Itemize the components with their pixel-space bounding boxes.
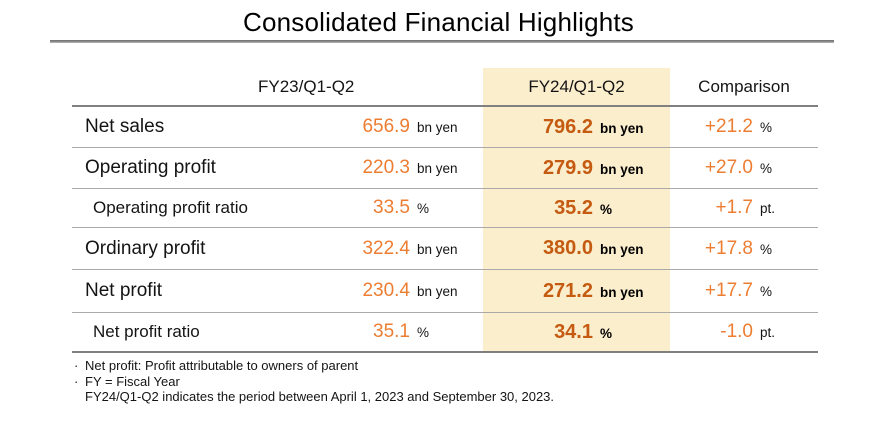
row-label: Operating profit ratio <box>93 198 248 217</box>
fy23-unit: % <box>417 201 430 216</box>
row-label: Net profit ratio <box>93 322 200 341</box>
fy24-unit: bn yen <box>600 242 644 257</box>
fy23-value: 230.4 <box>362 280 410 301</box>
comparison-value: -1.0 <box>720 321 753 342</box>
page-title: Consolidated Financial Highlights <box>242 7 635 37</box>
footnote-line: · Net profit: Profit attributable to own… <box>74 358 554 374</box>
row-label: Ordinary profit <box>85 237 206 259</box>
comparison-value: +17.8 <box>704 237 753 259</box>
comparison-cell: +1.7 pt. <box>670 197 818 219</box>
financial-table: FY23/Q1-Q2 FY24/Q1-Q2 Comparison Net sal… <box>72 68 818 353</box>
fy23-cell: 322.4 bn yen <box>340 238 483 260</box>
fy23-unit: bn yen <box>417 120 458 135</box>
fy23-cell: 33.5 % <box>340 197 483 219</box>
comparison-cell: +21.2 % <box>670 116 818 138</box>
footnote-text: FY24/Q1-Q2 indicates the period between … <box>85 389 555 404</box>
fy23-unit: bn yen <box>417 241 458 257</box>
fy24-value: 271.2 <box>542 279 593 302</box>
fy23-unit: bn yen <box>417 284 458 299</box>
fy24-unit: bn yen <box>600 120 644 136</box>
table-row-ordinary-profit: Ordinary profit 322.4 bn yen 380.0 bn ye… <box>72 228 818 270</box>
table-header-row: FY23/Q1-Q2 FY24/Q1-Q2 Comparison <box>72 68 818 107</box>
fy23-value: 33.5 <box>373 197 410 218</box>
table-row-operating-profit-ratio: Operating profit ratio 33.5 % 35.2 % +1.… <box>72 189 818 228</box>
comparison-unit: pt. <box>760 201 776 216</box>
table-row-net-profit: Net profit 230.4 bn yen 271.2 bn yen +17… <box>72 270 818 313</box>
footnote-bullet: · <box>74 358 79 373</box>
fy24-cell: 271.2 bn yen <box>483 280 670 303</box>
column-header-comparison: Comparison <box>698 77 790 96</box>
table-row-operating-profit: Operating profit 220.3 bn yen 279.9 bn y… <box>72 148 818 189</box>
comparison-unit: % <box>760 284 773 299</box>
footnote-line: FY24/Q1-Q2 indicates the period between … <box>74 389 554 405</box>
fy24-unit: bn yen <box>600 284 644 300</box>
footnote-text: FY = Fiscal Year <box>85 373 180 389</box>
fy23-value: 656.9 <box>362 116 410 137</box>
comparison-unit: % <box>760 120 773 135</box>
footnote-text: Net profit: Profit attributable to owner… <box>85 358 359 373</box>
comparison-value: +27.0 <box>704 157 753 178</box>
fy24-unit: bn yen <box>600 161 644 177</box>
column-header-fy23: FY23/Q1-Q2 <box>258 77 355 96</box>
comparison-value: +1.7 <box>715 197 753 218</box>
fy23-value: 322.4 <box>362 237 410 259</box>
comparison-cell: -1.0 pt. <box>670 321 818 343</box>
fy24-value: 34.1 <box>554 320 593 343</box>
row-label: Net profit <box>85 280 163 301</box>
column-header-fy24: FY24/Q1-Q2 <box>528 77 625 96</box>
comparison-unit: % <box>760 241 773 257</box>
fy24-cell: 35.2 % <box>483 197 670 220</box>
comparison-value: +17.7 <box>704 280 753 301</box>
table-row-net-profit-ratio: Net profit ratio 35.1 % 34.1 % -1.0 pt. <box>72 313 818 353</box>
comparison-cell: +27.0 % <box>670 157 818 179</box>
fy24-cell: 380.0 bn yen <box>483 237 670 260</box>
fy23-cell: 656.9 bn yen <box>340 116 483 138</box>
fy23-cell: 220.3 bn yen <box>340 157 483 179</box>
fy24-value: 380.0 <box>542 237 593 259</box>
footnote-bullet: · <box>74 373 79 389</box>
fy24-value: 35.2 <box>554 196 593 219</box>
row-label: Operating profit <box>85 157 216 178</box>
comparison-cell: +17.8 % <box>670 238 818 260</box>
fy24-highlight-column <box>483 68 670 353</box>
fy23-cell: 230.4 bn yen <box>340 280 483 302</box>
row-label: Net sales <box>85 116 165 137</box>
fy24-cell: 796.2 bn yen <box>483 116 670 139</box>
fy23-value: 35.1 <box>373 321 410 342</box>
table-row-net-sales: Net sales 656.9 bn yen 796.2 bn yen +21.… <box>72 107 818 148</box>
fy23-value: 220.3 <box>362 157 410 178</box>
fy24-cell: 279.9 bn yen <box>483 157 670 180</box>
fy24-value: 796.2 <box>542 115 593 138</box>
fy24-cell: 34.1 % <box>483 321 670 344</box>
comparison-cell: +17.7 % <box>670 280 818 302</box>
fy24-value: 279.9 <box>542 156 593 179</box>
title-divider <box>50 40 834 43</box>
fy23-unit: % <box>417 325 430 340</box>
fy23-cell: 35.1 % <box>340 321 483 343</box>
fy23-unit: bn yen <box>417 161 458 176</box>
comparison-value: +21.2 <box>704 116 753 137</box>
footnote-line: · FY = Fiscal Year <box>74 374 554 390</box>
footnotes: · Net profit: Profit attributable to own… <box>74 358 554 405</box>
footnote-bullet <box>74 389 85 405</box>
comparison-unit: pt. <box>760 325 776 340</box>
fy24-unit: % <box>600 201 613 217</box>
fy24-unit: % <box>600 325 613 341</box>
comparison-unit: % <box>760 161 773 176</box>
